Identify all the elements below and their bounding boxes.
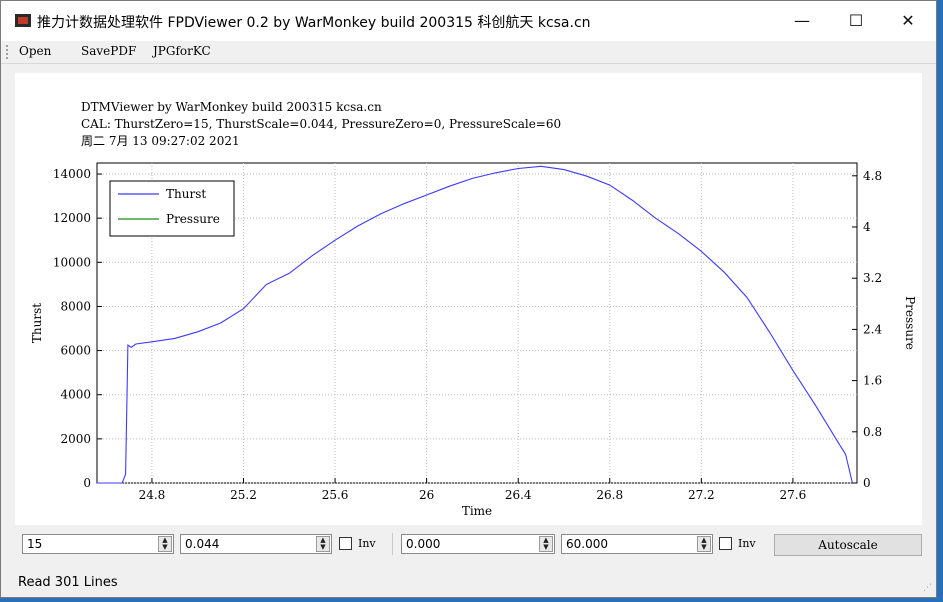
x-tick-label: 26.4: [505, 488, 532, 502]
y2-tick-label: 0.8: [863, 425, 882, 439]
axes: 24.8 25.2 25.6 26 26.4 26.8 27.2 27.6 0 2000 4000 6…: [53, 167, 883, 502]
y-tick-label: 12000: [53, 211, 91, 225]
y-axis-label: Thurst: [30, 303, 44, 343]
menu-savepdf[interactable]: SavePDF: [81, 44, 137, 58]
grid: [97, 163, 857, 484]
menu-open[interactable]: Open: [19, 44, 52, 58]
spin-arrows-icon[interactable]: ▲ ▼: [158, 536, 172, 552]
menu-bar: Open SavePDF JPGforKC: [1, 41, 936, 64]
x-tick-label: 26.8: [596, 488, 623, 502]
series-thurst-line: [97, 165, 853, 484]
thrust-scale-spinbox[interactable]: 0.044 ▲ ▼: [180, 534, 332, 554]
y-tick-label: 14000: [53, 167, 91, 181]
y2-tick-label: 0: [863, 476, 871, 490]
maximize-button[interactable]: ☐: [848, 11, 864, 30]
title-bar[interactable]: 推力计数据处理软件 FPDViewer 0.2 by WarMonkey bui…: [1, 1, 936, 41]
x-tick-label: 25.6: [322, 488, 349, 502]
status-text: Read 301 Lines: [18, 575, 118, 590]
resize-grip-icon[interactable]: ⋰: [923, 583, 932, 593]
x-tick-label: 25.2: [230, 488, 257, 502]
plot-header-line2: CAL: ThurstZero=15, ThurstScale=0.044, P…: [81, 117, 561, 131]
y2-tick-label: 2.4: [863, 322, 882, 336]
status-bar: Read 301 Lines ⋰: [1, 567, 936, 597]
window-title: 推力计数据处理软件 FPDViewer 0.2 by WarMonkey bui…: [37, 15, 591, 31]
y-tick-label: 8000: [60, 299, 91, 313]
pressure-zero-value: 0.000: [406, 537, 441, 551]
separator: [392, 533, 393, 555]
y-tick-label: 0: [83, 476, 91, 490]
legend-thurst-label: Thurst: [166, 187, 206, 201]
menu-jpgforkc[interactable]: JPGforKC: [153, 44, 211, 58]
pressure-scale-spinbox[interactable]: 60.000 ▲ ▼: [561, 534, 713, 554]
spin-arrows-icon[interactable]: ▲ ▼: [316, 536, 330, 552]
pressure-scale-value: 60.000: [566, 537, 608, 551]
pressure-inv-checkbox[interactable]: [719, 537, 732, 550]
plot-header-line3: 周二 7月 13 09:27:02 2021: [81, 134, 240, 148]
autoscale-button[interactable]: Autoscale: [774, 534, 922, 556]
y2-tick-label: 4.8: [863, 169, 882, 183]
y-tick-label: 2000: [60, 432, 91, 446]
calibration-controls: 15 ▲ ▼ 0.044 ▲ ▼ Inv 0.000 ▲ ▼ 60.000 ▲ ▼ In…: [1, 531, 936, 559]
plot-header-line1: DTMViewer by WarMonkey build 200315 kcsa…: [81, 100, 382, 114]
plot-frame: [96, 162, 858, 484]
y2-tick-label: 3.2: [863, 271, 882, 285]
close-button[interactable]: ✕: [901, 11, 915, 30]
y2-tick-label: 4: [863, 220, 871, 234]
y2-tick-label: 1.6: [863, 374, 882, 388]
x-tick-label: 27.2: [688, 488, 715, 502]
thrust-zero-spinbox[interactable]: 15 ▲ ▼: [22, 534, 174, 554]
spin-arrows-icon[interactable]: ▲ ▼: [539, 536, 553, 552]
legend-box: [109, 180, 235, 237]
plot-panel: DTMViewer by WarMonkey build 200315 kcsa…: [15, 73, 922, 525]
x-tick-label: 27.6: [780, 488, 807, 502]
thrust-zero-value: 15: [27, 537, 43, 551]
legend: Thurst Pressure: [109, 180, 235, 237]
pressure-inv-label: Inv: [738, 537, 756, 550]
y2-axis-label: Pressure: [903, 296, 917, 350]
thrust-scale-value: 0.044: [185, 537, 220, 551]
thrust-inv-checkbox[interactable]: [339, 537, 352, 550]
thrust-inv-label: Inv: [358, 537, 376, 550]
y-tick-label: 4000: [60, 388, 91, 402]
x-axis-label: Time: [462, 504, 492, 518]
pressure-zero-spinbox[interactable]: 0.000 ▲ ▼: [401, 534, 555, 554]
thrust-chart: DTMViewer by WarMonkey build 200315 kcsa…: [30, 100, 917, 518]
y-tick-label: 6000: [60, 344, 91, 358]
x-tick-label: 24.8: [139, 488, 166, 502]
y-tick-label: 10000: [53, 255, 91, 269]
app-icon: [15, 14, 31, 27]
x-tick-label: 26: [419, 488, 434, 502]
toolbar-grip[interactable]: [6, 45, 11, 59]
spin-arrows-icon[interactable]: ▲ ▼: [697, 536, 711, 552]
legend-pressure-label: Pressure: [166, 212, 220, 226]
minimize-button[interactable]: —: [794, 11, 810, 30]
